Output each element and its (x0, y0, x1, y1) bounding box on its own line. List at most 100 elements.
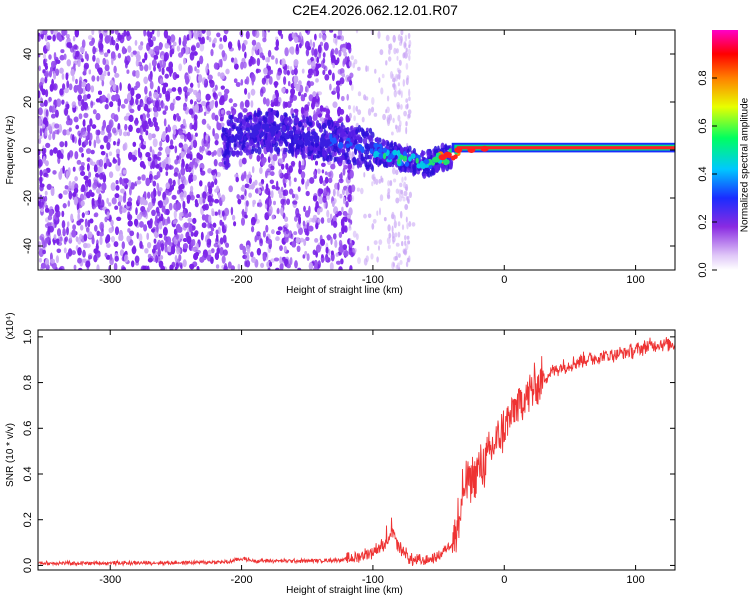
noise-speckle (327, 171, 332, 177)
noise-speckle (319, 117, 325, 122)
faint-speckle (376, 210, 379, 216)
noise-speckle (141, 113, 146, 122)
noise-speckle (117, 123, 121, 130)
noise-speckle (80, 224, 84, 231)
noise-speckle (169, 69, 173, 74)
noise-speckle (157, 247, 161, 257)
noise-speckle (73, 196, 78, 206)
noise-speckle (103, 135, 109, 143)
noise-speckle (268, 261, 273, 267)
noise-speckle (40, 30, 44, 35)
faint-speckle (378, 77, 381, 84)
noise-speckle (347, 214, 351, 219)
noise-speckle (83, 62, 89, 70)
noise-speckle (309, 81, 315, 86)
noise-speckle (42, 69, 46, 74)
noise-speckle (83, 233, 88, 242)
noise-speckle (182, 160, 185, 168)
noise-speckle (304, 251, 308, 256)
noise-speckle (158, 200, 163, 209)
noise-speckle (252, 202, 255, 208)
noise-speckle (175, 74, 180, 79)
noise-speckle (93, 164, 98, 173)
noise-speckle (218, 59, 223, 68)
noise-speckle (149, 31, 153, 39)
noise-speckle (88, 69, 92, 75)
ridge-halo-speckle (222, 156, 226, 161)
noise-speckle (66, 103, 70, 110)
noise-speckle (334, 47, 339, 55)
noise-speckle (218, 161, 223, 167)
noise-speckle (288, 179, 292, 187)
faint-speckle (352, 230, 357, 238)
noise-speckle (61, 220, 66, 229)
noise-speckle (210, 227, 215, 232)
noise-speckle (200, 231, 204, 241)
noise-speckle (295, 84, 301, 92)
noise-speckle (53, 52, 57, 60)
noise-speckle (78, 147, 84, 153)
noise-speckle (303, 123, 308, 128)
faint-speckle (405, 62, 409, 70)
noise-speckle (52, 131, 56, 141)
noise-speckle (151, 59, 157, 67)
noise-speckle (181, 196, 184, 202)
noise-speckle (179, 212, 185, 217)
noise-speckle (141, 174, 146, 181)
noise-speckle (147, 220, 152, 226)
noise-speckle (59, 236, 63, 242)
noise-speckle (131, 246, 137, 255)
faint-speckle (403, 41, 407, 49)
noise-speckle (129, 108, 135, 114)
faint-speckle (395, 188, 400, 194)
noise-speckle (38, 36, 41, 42)
noise-speckle (114, 193, 120, 199)
noise-speckle (44, 33, 49, 42)
ridge-halo-speckle (276, 110, 280, 118)
faint-speckle (398, 253, 401, 258)
noise-speckle (39, 102, 45, 107)
noise-speckle (143, 30, 147, 37)
noise-speckle (38, 248, 44, 258)
faint-speckle (391, 236, 396, 243)
noise-speckle (68, 83, 73, 91)
noise-speckle (206, 238, 212, 245)
noise-speckle (210, 49, 214, 57)
noise-speckle (148, 202, 153, 211)
noise-speckle (240, 186, 246, 192)
noise-speckle (38, 257, 42, 263)
faint-speckle (401, 241, 404, 247)
noise-speckle (151, 160, 156, 169)
noise-speckle (302, 254, 306, 259)
noise-speckle (157, 85, 161, 95)
noise-speckle (109, 253, 113, 261)
noise-speckle (218, 43, 224, 50)
noise-speckle (213, 243, 219, 248)
noise-speckle (59, 54, 65, 61)
faint-speckle (400, 189, 404, 195)
noise-speckle (210, 256, 214, 264)
noise-speckle (337, 30, 343, 37)
ridge-halo-speckle (334, 145, 338, 150)
noise-speckle (176, 155, 180, 161)
noise-speckle (73, 63, 76, 69)
noise-speckle (233, 78, 238, 83)
noise-speckle (43, 58, 46, 66)
ridge-halo-speckle (356, 157, 360, 163)
noise-speckle (293, 231, 298, 236)
noise-speckle (250, 55, 254, 63)
noise-speckle (54, 123, 60, 129)
noise-speckle (79, 165, 85, 171)
ridge-halo-speckle (375, 136, 380, 143)
noise-speckle (92, 46, 96, 55)
noise-speckle (72, 36, 76, 42)
noise-speckle (149, 173, 153, 181)
noise-speckle (153, 54, 159, 60)
noise-speckle (188, 108, 194, 115)
noise-speckle (211, 210, 215, 217)
noise-speckle (174, 255, 178, 262)
noise-speckle (266, 168, 272, 173)
noise-speckle (148, 39, 154, 48)
noise-speckle (144, 86, 148, 95)
noise-speckle (199, 37, 203, 45)
